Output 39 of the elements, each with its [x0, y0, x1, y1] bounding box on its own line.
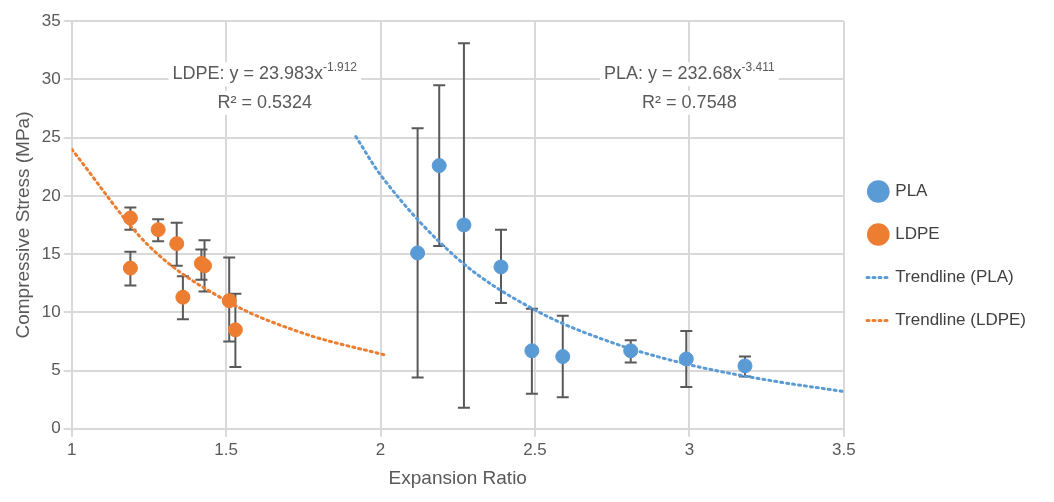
- x-tick-label: 2: [375, 439, 386, 459]
- y-tick-label: 10: [41, 302, 61, 322]
- y-tick-label: 15: [41, 243, 61, 263]
- y-tick-label: 20: [41, 185, 61, 205]
- x-tick-label: 2.5: [523, 439, 547, 459]
- point: [623, 343, 639, 359]
- point: [678, 351, 694, 367]
- x-axis-title: Expansion Ratio: [388, 466, 527, 488]
- annotation: R² = 0.7548: [642, 91, 737, 112]
- legend-label: Trendline (PLA): [895, 267, 1014, 287]
- point: [493, 259, 509, 275]
- line-series: [354, 134, 844, 394]
- point: [456, 217, 472, 233]
- legend-label: LDPE: [895, 224, 940, 244]
- y-tick-label: 35: [41, 10, 61, 30]
- point: [122, 210, 138, 226]
- y-tick-label: 0: [51, 418, 61, 438]
- y-tick-label: 5: [51, 360, 61, 380]
- point: [197, 258, 213, 274]
- point: [221, 293, 237, 309]
- point: [431, 158, 447, 174]
- y-tick-label: 25: [41, 127, 61, 147]
- y-axis-title: Compressive Stress (MPa): [11, 111, 33, 339]
- x-tick-label: 3.5: [831, 439, 856, 459]
- point: [555, 349, 571, 365]
- legend-label: PLA: [895, 181, 929, 201]
- point: [227, 322, 243, 338]
- point: [150, 222, 166, 238]
- legend-label: Trendline (LDPE): [895, 310, 1027, 330]
- y-tick-label: 30: [41, 69, 61, 89]
- point: [410, 245, 426, 261]
- point: [524, 343, 540, 359]
- point: [169, 236, 185, 252]
- point: [175, 289, 191, 305]
- x-tick-label: 1.5: [214, 439, 238, 459]
- x-tick-label: 3: [684, 439, 695, 459]
- x-tick-label: 1: [66, 439, 77, 459]
- annotation: R² = 0.5324: [217, 91, 313, 112]
- point: [122, 260, 138, 276]
